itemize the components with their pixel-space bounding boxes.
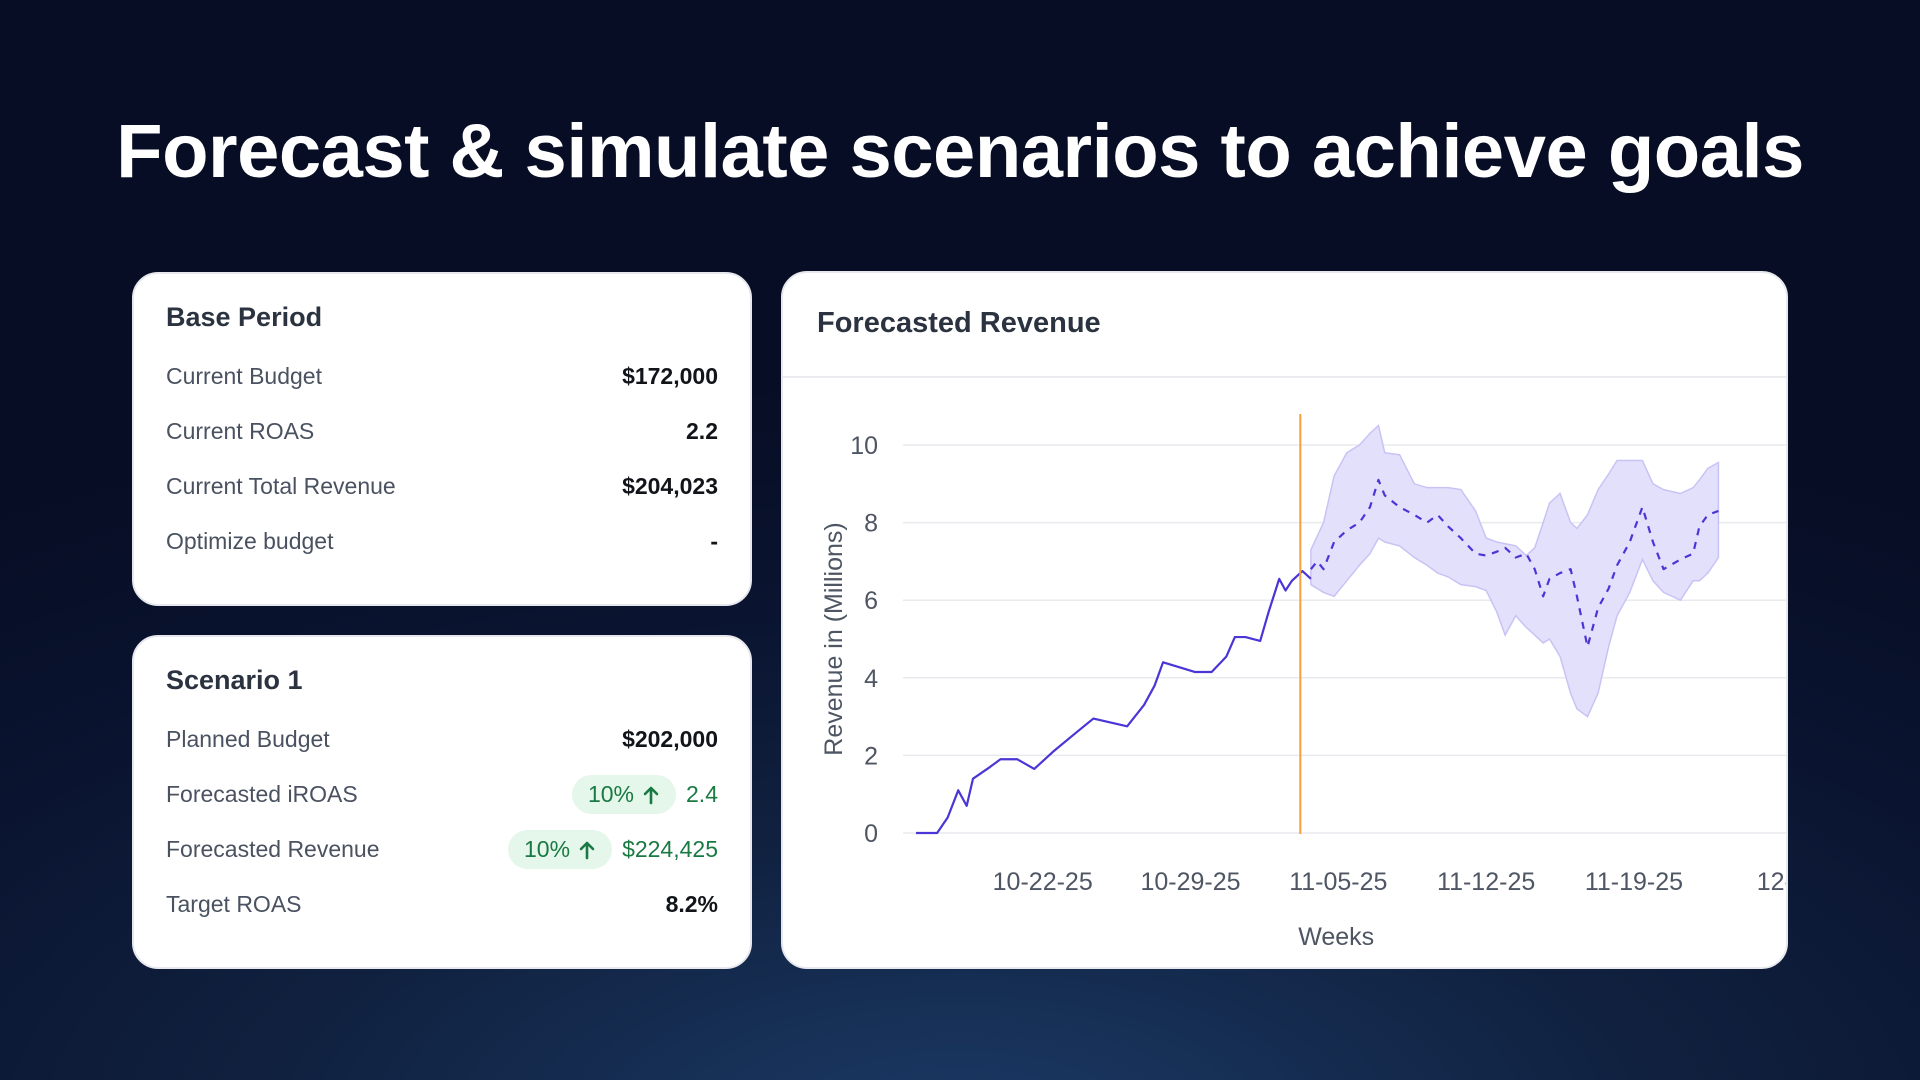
x-tick-label: 12-1 xyxy=(1757,868,1786,896)
y-axis-title: Revenue in (Millions) xyxy=(820,522,848,755)
optimize-budget-row: Optimize budget - xyxy=(166,514,718,569)
revenue-change-text: 10% xyxy=(524,836,571,862)
x-axis-title: Weeks xyxy=(1298,923,1374,951)
chart-title: Forecasted Revenue xyxy=(817,307,1101,339)
current-total-revenue-row: Current Total Revenue $204,023 xyxy=(166,459,718,514)
current-roas-label: Current ROAS xyxy=(166,418,315,444)
y-tick-label: 10 xyxy=(850,432,878,460)
actual-series-line xyxy=(916,570,1312,835)
current-roas-row: Current ROAS 2.2 xyxy=(166,404,718,459)
confidence-band xyxy=(1310,424,1720,718)
planned-budget-value: $202,000 xyxy=(622,726,718,752)
y-tick-label: 2 xyxy=(864,742,878,770)
confidence-band-layer xyxy=(1310,424,1720,718)
x-tick-label: 11-12-25 xyxy=(1437,868,1535,896)
x-tick-label: 10-29-25 xyxy=(1140,868,1240,896)
base-period-title: Base Period xyxy=(166,302,323,332)
forecasted-revenue-label: Forecasted Revenue xyxy=(166,836,380,862)
base-period-card: Base Period Current Budget $172,000 Curr… xyxy=(132,272,752,606)
x-tick-label: 11-19-25 xyxy=(1585,868,1683,896)
target-roas-value: 8.2% xyxy=(665,891,718,917)
x-tick-label: 10-22-25 xyxy=(993,868,1093,896)
x-tick-label: 11-05-25 xyxy=(1289,868,1387,896)
optimize-budget-label: Optimize budget xyxy=(166,528,334,554)
y-tick-label: 8 xyxy=(864,510,878,538)
forecasted-iroas-label: Forecasted iROAS xyxy=(166,781,358,807)
revenue-change-badge: 10% xyxy=(508,830,613,869)
forecasted-iroas-row: Forecasted iROAS 10% 2.4 xyxy=(166,767,718,822)
forecasted-iroas-value: 2.4 xyxy=(686,781,718,807)
current-total-revenue-label: Current Total Revenue xyxy=(166,473,396,499)
arrow-up-icon xyxy=(579,841,595,859)
forecasted-iroas-value-group: 10% 2.4 xyxy=(571,775,718,814)
headline: Forecast & simulate scenarios to achieve… xyxy=(116,109,1804,194)
arrow-up-icon xyxy=(643,786,659,804)
optimize-budget-value: - xyxy=(710,528,718,554)
target-roas-row: Target ROAS 8.2% xyxy=(166,877,718,932)
current-roas-value: 2.2 xyxy=(686,418,718,444)
iroas-change-text: 10% xyxy=(587,781,635,807)
y-tick-label: 0 xyxy=(864,820,878,848)
series-layer xyxy=(916,478,1719,835)
current-budget-value: $172,000 xyxy=(622,363,718,389)
forecasted-revenue-value: $224,425 xyxy=(622,836,718,862)
forecast-series-line xyxy=(1310,478,1719,648)
y-tick-label: 4 xyxy=(864,665,878,693)
y-axis-ticks: 0 2 4 6 8 10 xyxy=(850,432,878,848)
current-budget-row: Current Budget $172,000 xyxy=(166,349,718,404)
scenario-card: Scenario 1 Planned Budget $202,000 Forec… xyxy=(132,635,752,969)
iroas-change-badge: 10% xyxy=(571,775,677,814)
forecast-chart: 0 2 4 6 8 10 10-22-25 10-29-25 11-05-25 11-12-25… xyxy=(820,414,1786,951)
forecasted-revenue-value-group: 10% $224,425 xyxy=(508,830,718,869)
current-total-revenue-value: $204,023 xyxy=(622,473,718,499)
chart-header: Forecasted Revenue xyxy=(783,273,1786,378)
current-budget-label: Current Budget xyxy=(166,363,322,389)
planned-budget-label: Planned Budget xyxy=(166,726,330,752)
x-axis-ticks: 10-22-25 10-29-25 11-05-25 11-12-25 11-19-25… xyxy=(993,868,1786,896)
planned-budget-row: Planned Budget $202,000 xyxy=(166,712,718,767)
forecasted-revenue-card: Forecasted Revenue 0 2 4 6 8 10 10-22-25 10-29… xyxy=(781,271,1788,969)
y-tick-label: 6 xyxy=(864,587,878,615)
target-roas-label: Target ROAS xyxy=(166,891,302,917)
scenario-title: Scenario 1 xyxy=(166,665,303,695)
forecasted-revenue-row: Forecasted Revenue 10% $224,425 xyxy=(166,822,718,877)
